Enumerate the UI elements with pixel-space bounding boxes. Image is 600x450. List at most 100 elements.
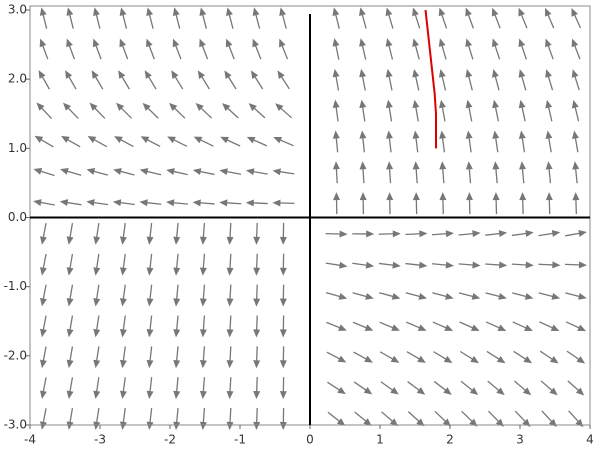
y-tick-label: 0.0 <box>8 210 27 224</box>
field-arrowhead <box>571 69 579 78</box>
field-arrowhead <box>439 161 447 170</box>
field-arrowhead <box>412 68 420 78</box>
field-arrowhead <box>419 261 428 269</box>
x-tick-label: -4 <box>24 433 36 447</box>
field-arrowhead <box>92 38 100 48</box>
field-arrowhead <box>166 168 175 175</box>
field-arrowhead <box>518 38 526 48</box>
y-tick-label: 1.0 <box>8 141 27 155</box>
field-arrowhead <box>253 329 261 338</box>
axes <box>29 5 591 426</box>
field-arrowhead <box>192 168 202 176</box>
field-arrowhead <box>465 7 472 17</box>
field-arrowhead <box>365 293 374 300</box>
field-arrowhead <box>465 161 473 170</box>
field-arrowhead <box>472 230 481 238</box>
field-arrowhead <box>146 329 154 338</box>
field-arrowhead <box>272 168 281 176</box>
field-arrowhead <box>38 70 46 79</box>
field-arrowhead <box>139 199 148 207</box>
field-arrowhead <box>119 328 127 338</box>
field-arrowhead <box>279 7 287 16</box>
field-arrowhead <box>146 359 154 369</box>
field-arrowhead <box>575 387 585 396</box>
field-arrowhead <box>245 168 255 176</box>
field-arrowhead <box>465 130 473 139</box>
field-arrowhead <box>359 68 367 78</box>
field-arrowhead <box>144 70 152 79</box>
field-arrowhead <box>389 418 399 427</box>
field-arrowhead <box>385 99 393 109</box>
x-tick-label: 2 <box>446 433 454 447</box>
field-arrowhead <box>33 199 42 207</box>
field-arrowhead <box>578 229 587 237</box>
field-arrowhead <box>551 292 561 300</box>
field-arrowhead <box>253 421 261 430</box>
vector-field <box>33 7 587 430</box>
field-arrowhead <box>279 38 286 48</box>
x-tick-label: -3 <box>94 433 106 447</box>
field-arrowhead <box>87 136 97 143</box>
field-arrowhead <box>498 292 507 300</box>
field-arrowhead <box>578 292 587 300</box>
field-arrowhead <box>93 236 101 245</box>
field-arrowhead <box>359 38 366 47</box>
field-arrowhead <box>549 387 558 396</box>
field-arrowhead <box>199 7 207 16</box>
field-arrowhead <box>253 298 261 307</box>
field-arrowhead <box>119 359 127 369</box>
field-arrowhead <box>279 267 287 276</box>
field-arrowhead <box>93 298 101 307</box>
field-arrowhead <box>146 236 154 245</box>
field-arrowhead <box>492 69 499 78</box>
field-arrowhead <box>518 99 526 109</box>
trajectories <box>424 9 437 149</box>
field-arrowhead <box>253 391 261 400</box>
field-arrowhead <box>275 103 284 112</box>
field-arrowhead <box>119 7 127 16</box>
field-arrowhead <box>146 38 153 48</box>
field-arrowhead <box>61 135 70 143</box>
field-arrowhead <box>140 136 150 144</box>
field-arrowhead <box>226 7 233 16</box>
field-arrowhead <box>224 70 232 79</box>
field-arrowhead <box>522 387 532 396</box>
field-arrowhead <box>66 297 74 307</box>
field-arrowhead <box>439 192 447 201</box>
field-arrowhead <box>445 230 454 238</box>
field-arrowhead <box>146 421 154 430</box>
field-arrowhead <box>572 130 579 140</box>
field-arrowhead <box>173 390 181 400</box>
field-arrowhead <box>571 7 578 17</box>
field-arrowhead <box>34 135 44 143</box>
field-arrowhead <box>62 102 72 111</box>
field-arrowhead <box>418 293 428 300</box>
field-arrowhead <box>386 161 394 170</box>
field-arrowhead <box>40 359 47 369</box>
field-arrowhead <box>86 168 96 175</box>
field-arrowhead <box>385 7 393 17</box>
x-tick-label: 3 <box>516 433 524 447</box>
field-arrowhead <box>199 421 207 430</box>
field-arrowhead <box>40 390 47 399</box>
field-arrowhead <box>226 360 234 369</box>
field-arrowhead <box>146 390 154 400</box>
field-arrowhead <box>40 236 47 245</box>
field-arrowhead <box>438 38 446 47</box>
x-tick-label: 4 <box>586 433 594 447</box>
x-tick-label: 0 <box>306 433 314 447</box>
field-arrowhead <box>173 421 181 430</box>
field-arrowhead <box>112 199 122 207</box>
field-arrowhead <box>392 261 401 269</box>
field-arrowhead <box>66 267 74 276</box>
field-arrowhead <box>119 390 127 400</box>
field-arrowhead <box>545 130 553 139</box>
field-arrowhead <box>279 329 287 338</box>
field-arrowhead <box>572 192 580 201</box>
field-arrowhead <box>33 168 43 175</box>
field-arrowhead <box>226 236 234 245</box>
field-arrowhead <box>545 99 553 109</box>
field-arrowhead <box>199 298 207 307</box>
field-arrowhead <box>93 390 101 400</box>
field-arrowhead <box>93 421 101 430</box>
